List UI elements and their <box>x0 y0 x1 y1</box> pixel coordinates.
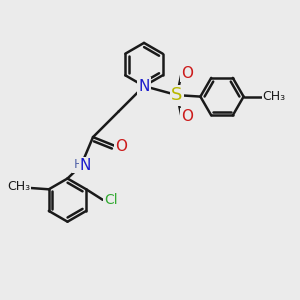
Text: H: H <box>73 158 83 172</box>
Text: O: O <box>181 109 193 124</box>
Text: N: N <box>80 158 91 173</box>
Text: N: N <box>138 79 150 94</box>
Text: S: S <box>171 86 183 104</box>
Text: CH₃: CH₃ <box>262 90 286 103</box>
Text: CH₃: CH₃ <box>7 180 30 193</box>
Text: O: O <box>181 66 193 81</box>
Text: Cl: Cl <box>104 193 118 207</box>
Text: O: O <box>115 139 127 154</box>
